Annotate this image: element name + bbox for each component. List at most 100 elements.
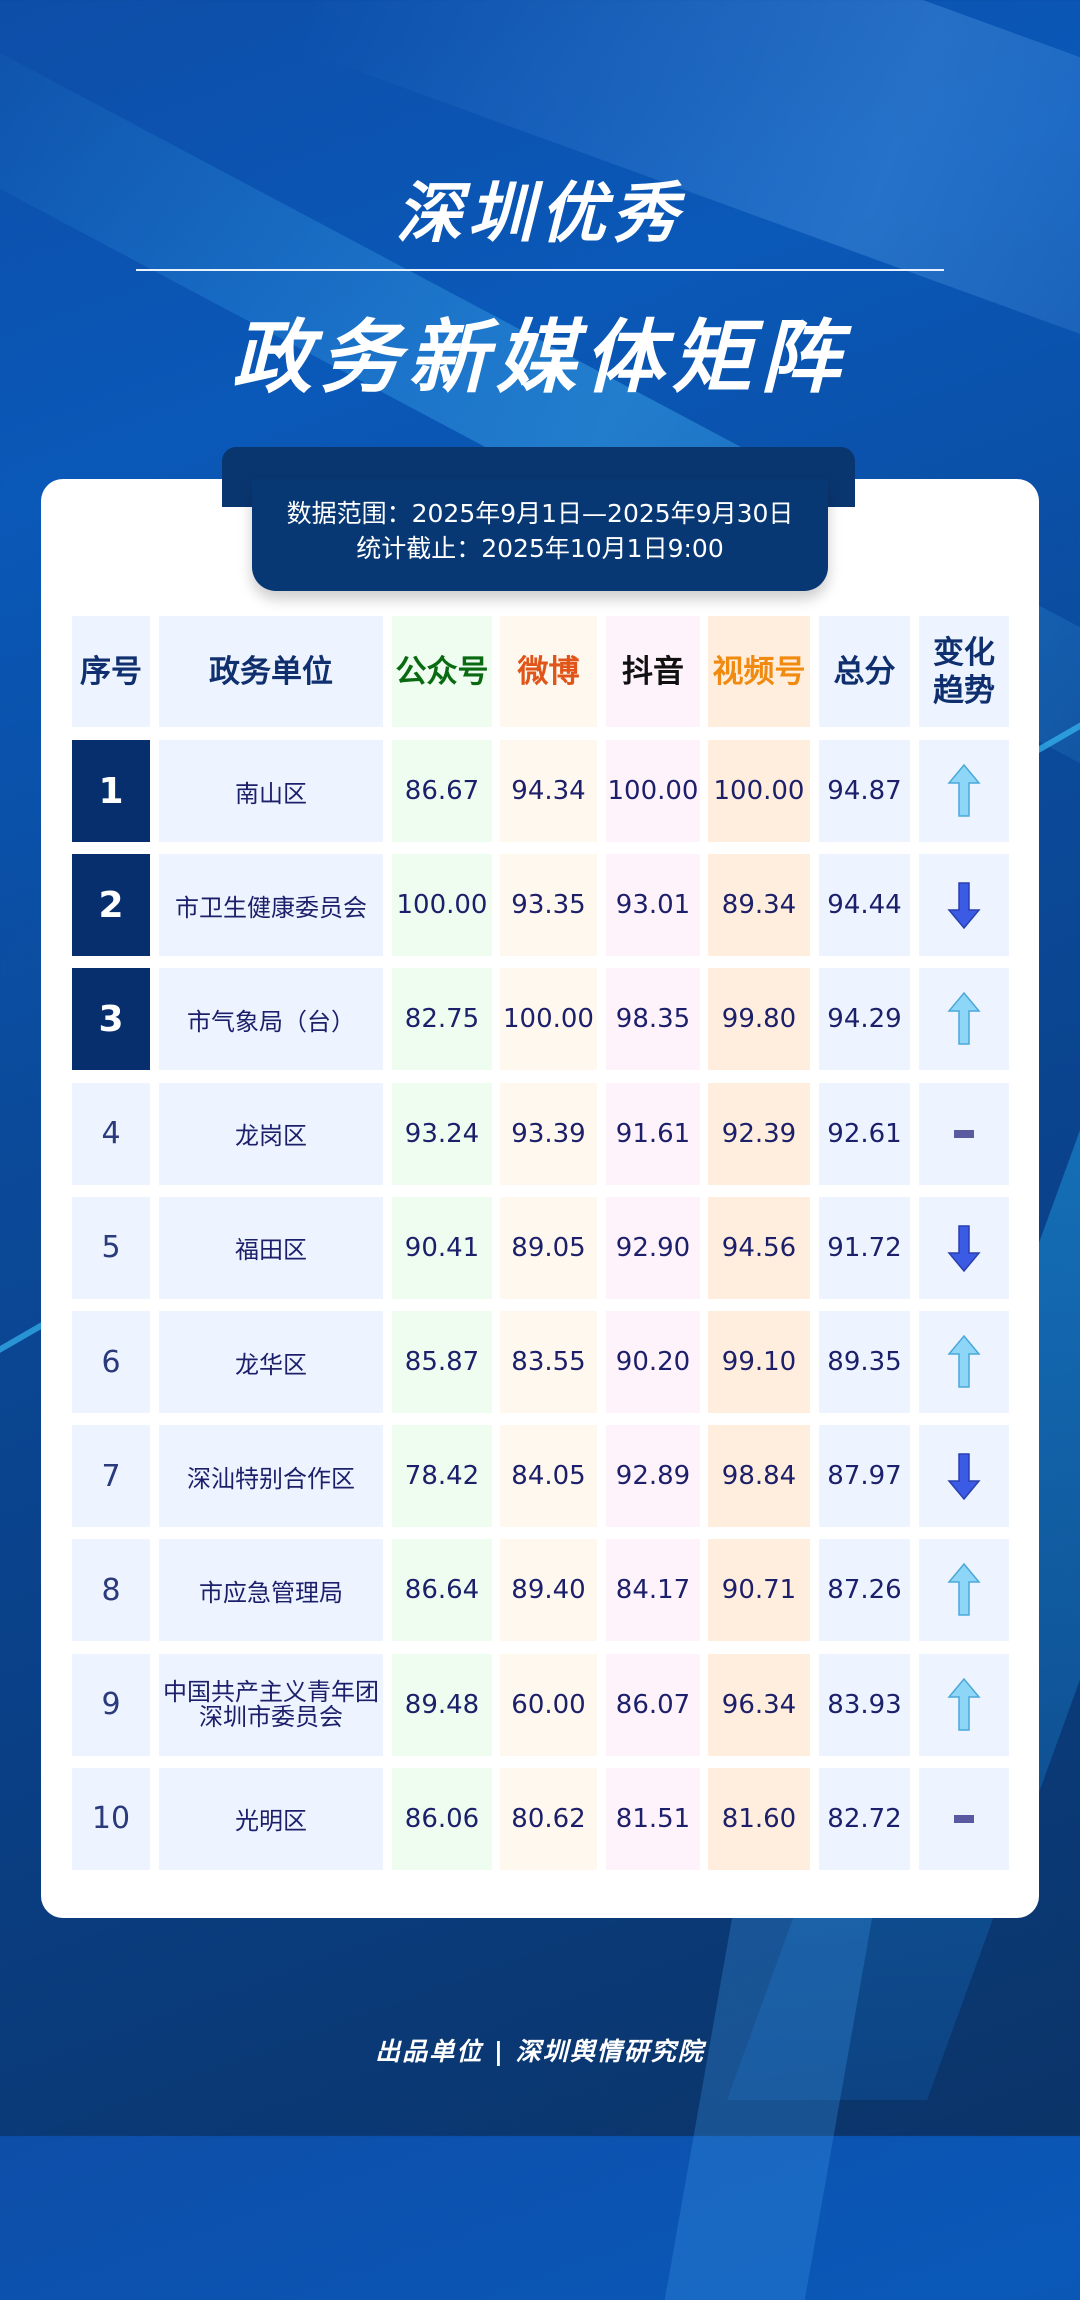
douyin-value: 91.61 [615,1118,691,1149]
cell-gongzhonghao: 89.48 [392,1653,492,1756]
cell-rank: 6 [72,1311,150,1413]
cell-shipinhao: 92.39 [708,1082,810,1185]
cell-rank: 2 [72,854,150,957]
arrow-down-icon [947,882,981,930]
cell-unit: 市卫生健康委员会 [159,854,383,957]
cell-douyin: 81.51 [606,1767,700,1870]
shipinhao-value: 90.71 [721,1575,797,1606]
douyin-value: 98.35 [615,1004,691,1035]
cell-gongzhonghao: 93.24 [392,1082,492,1185]
cell-trend [919,1539,1009,1642]
weibo-value: 83.55 [511,1347,586,1377]
shipinhao-value: 98.84 [721,1461,797,1492]
cell-unit: 市气象局（台） [159,968,383,1071]
rank-value: 9 [101,1687,121,1723]
cell-shipinhao: 99.10 [708,1311,810,1413]
gongzhonghao-value: 82.75 [404,1004,480,1035]
total-value: 91.72 [827,1232,902,1263]
header-label: 视频号 [712,653,806,690]
header-douyin: 抖音 [606,616,700,727]
bg-streak [664,1900,876,2300]
header-label: 总分 [833,653,896,690]
cell-unit: 龙华区 [159,1311,383,1413]
unit-value: 南山区 [235,779,307,808]
date-banner: 数据范围：2025年9月1日—2025年9月30日 统计截止：2025年10月1… [252,479,828,591]
cell-trend [919,1767,1009,1870]
date-range: 数据范围：2025年9月1日—2025年9月30日 [286,499,794,528]
rank-value: 1 [98,770,124,812]
weibo-value: 94.34 [511,776,586,806]
shipinhao-value: 92.39 [721,1118,797,1149]
cutoff-time: 统计截止：2025年10月1日9:00 [356,534,724,563]
cell-total: 83.93 [819,1653,910,1756]
arrow-down-icon [947,1225,981,1272]
cell-gongzhonghao: 85.87 [392,1311,492,1413]
douyin-value: 81.51 [615,1803,691,1834]
cell-rank: 8 [72,1539,150,1642]
cell-total: 87.26 [819,1539,910,1642]
cell-gongzhonghao: 82.75 [392,968,492,1071]
cell-gongzhonghao: 78.42 [392,1425,492,1528]
header-weibo: 微博 [500,616,597,727]
cell-rank: 1 [72,740,150,842]
header-label: 变化趋势 [933,634,995,709]
cell-shipinhao: 98.84 [708,1425,810,1528]
unit-value: 中国共产主义青年团深圳市委员会 [163,1677,379,1731]
douyin-value: 90.20 [615,1347,691,1377]
cell-gongzhonghao: 86.67 [392,740,492,842]
cell-douyin: 90.20 [606,1311,700,1413]
rank-value: 4 [101,1116,121,1152]
footer-credit: 出品单位 | 深圳舆情研究院 [375,2037,705,2066]
cell-unit: 深汕特别合作区 [159,1425,383,1528]
douyin-value: 86.07 [615,1689,691,1720]
cell-unit: 福田区 [159,1196,383,1299]
rank-value: 10 [91,1801,131,1837]
cell-douyin: 84.17 [606,1539,700,1642]
gongzhonghao-value: 86.64 [404,1575,480,1606]
cell-trend [919,1311,1009,1413]
cell-weibo: 83.55 [500,1311,597,1413]
gongzhonghao-value: 90.41 [404,1232,480,1263]
cell-total: 91.72 [819,1196,910,1299]
cell-rank: 10 [72,1767,150,1870]
no-change-icon [954,1129,974,1138]
total-value: 83.93 [827,1689,902,1720]
unit-value: 光明区 [235,1807,307,1836]
header-rank: 序号 [72,616,150,727]
weibo-value: 89.05 [511,1232,586,1263]
title-line1: 深圳优秀 [396,175,684,252]
total-value: 87.97 [827,1461,902,1492]
cell-douyin: 100.00 [606,740,700,842]
cell-gongzhonghao: 86.64 [392,1539,492,1642]
no-change-icon [954,1814,974,1823]
unit-value: 深汕特别合作区 [187,1464,355,1493]
cell-trend [919,854,1009,957]
header-trend: 变化趋势 [919,616,1009,727]
shipinhao-value: 99.10 [721,1347,797,1377]
cell-total: 94.44 [819,854,910,957]
unit-value: 市应急管理局 [199,1578,343,1607]
total-value: 94.29 [827,1004,902,1035]
weibo-value: 93.35 [511,890,586,921]
cell-douyin: 91.61 [606,1082,700,1185]
weibo-value: 80.62 [511,1803,586,1834]
unit-value: 市气象局（台） [187,1007,355,1036]
header-unit: 政务单位 [159,616,383,727]
total-value: 94.87 [827,776,902,806]
rank-value: 3 [98,998,124,1040]
weibo-value: 60.00 [511,1689,586,1720]
cell-shipinhao: 100.00 [708,740,810,842]
cell-unit: 光明区 [159,1767,383,1870]
cell-total: 94.29 [819,968,910,1071]
arrow-up-icon [947,1334,981,1388]
cell-total: 89.35 [819,1311,910,1413]
cell-total: 87.97 [819,1425,910,1528]
cell-shipinhao: 90.71 [708,1539,810,1642]
unit-value: 福田区 [235,1236,307,1265]
cell-trend [919,740,1009,842]
cell-douyin: 92.89 [606,1425,700,1528]
weibo-value: 84.05 [511,1461,586,1492]
cell-weibo: 93.35 [500,854,597,957]
weibo-value: 89.40 [511,1575,586,1606]
unit-value: 市卫生健康委员会 [175,893,367,922]
